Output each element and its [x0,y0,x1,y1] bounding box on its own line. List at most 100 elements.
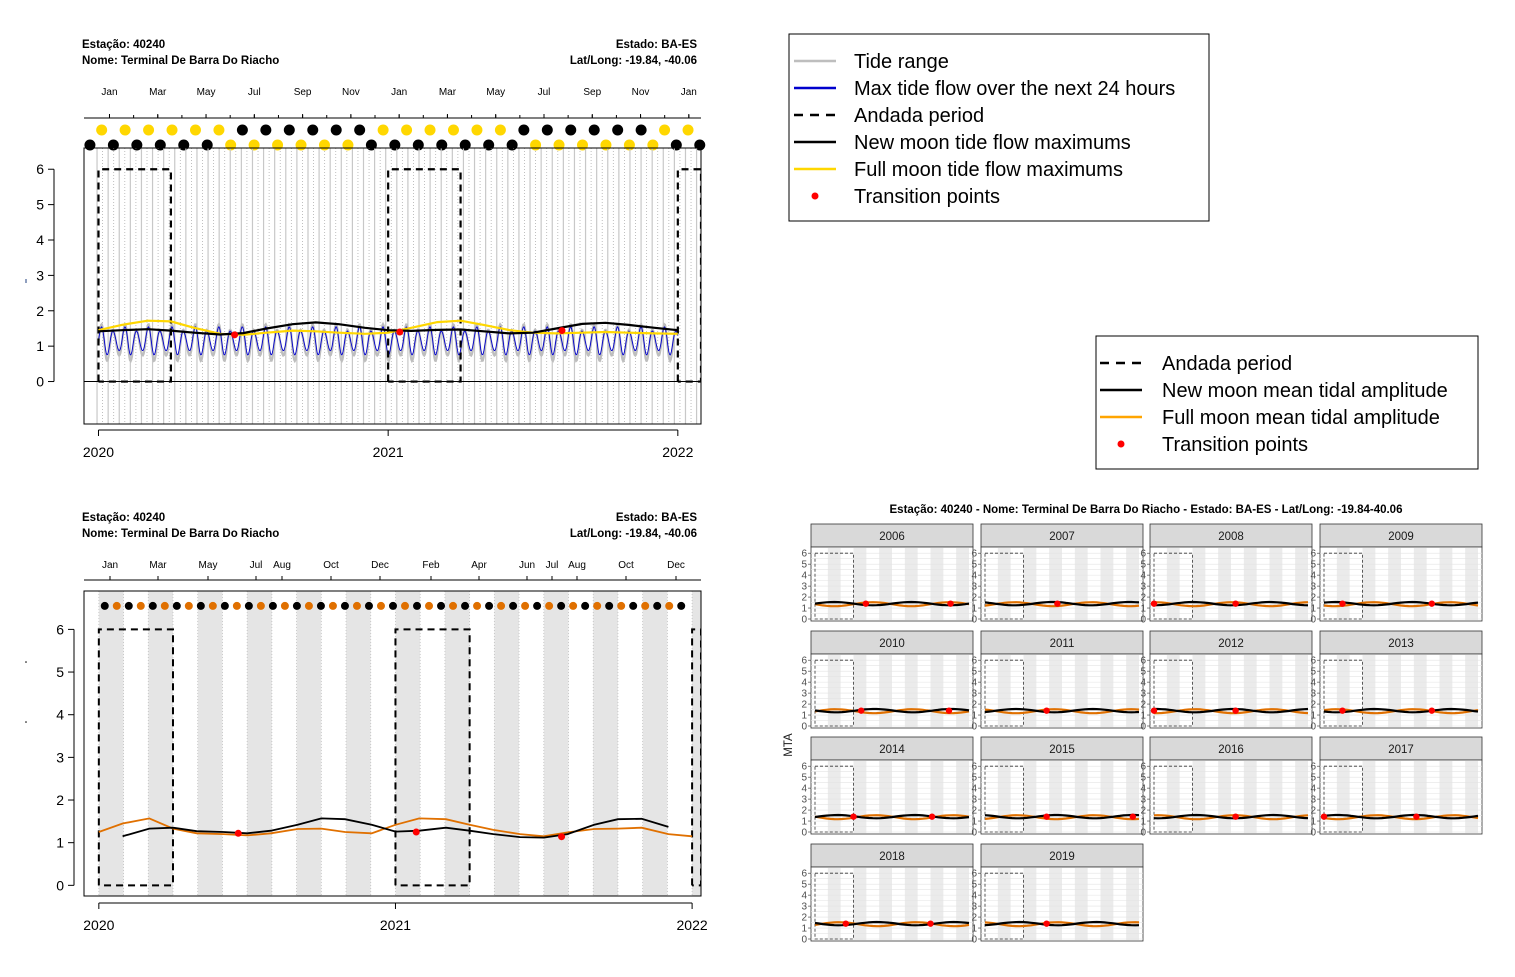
facet-month-band [1388,761,1401,833]
p2-month-label: Jan [102,560,118,571]
facet-transition-point [842,920,849,927]
facet-y-tick-label: 1 [801,924,807,935]
facet-y-tick-label: 3 [801,582,807,593]
panel-facet-grid: Estação: 40240 - Nome: Terminal De Barra… [783,504,1483,946]
facet-y-tick-label: 1 [971,924,977,935]
p2-moon-phase-dot [316,601,325,610]
facet-transition-point [858,707,865,714]
p2-new-moon-line [122,817,669,839]
facet-y-tick-label: 2 [971,593,977,604]
p2-moon-phase-dot [629,601,638,610]
p2-moon-phase-dot [653,601,662,610]
facet-andada-box [1153,659,1193,727]
p2-moon-phase-dot [485,601,494,610]
facet-strip-label: 2010 [879,638,905,650]
facet-y-tick-label: 3 [1310,795,1316,806]
facet-transition-point [947,600,954,607]
facet-y-tick-label: 0 [1310,722,1316,733]
p2-transition-point [558,833,566,841]
facet-y-tick-label: 2 [971,913,977,924]
facet-y-tick-label: 3 [1310,582,1316,593]
p1-month-label: Sep [294,87,312,98]
p2-moon-phase-dot [569,601,578,610]
facet-strip-label: 2015 [1049,744,1075,756]
facet-andada-box [814,659,854,727]
p1-moon-phase-dot [166,124,178,136]
panel-bottom-left: Estação: 40240 Nome: Terminal De Barra D… [56,512,708,933]
p2-month-axis: Jan Mar May Jul Aug Oct Dec Feb Apr Jun Jul Aug Oct D… [102,560,685,580]
facet-andada-box [984,872,1024,940]
p2-moon-phase-dot [280,601,289,610]
facet-y-tick-label: 3 [1140,795,1146,806]
p1-andada-box [387,168,462,383]
facet-new-moon-line [984,707,1140,714]
facet-andada-box [984,765,1024,833]
facet-y-tick-label: 4 [971,678,977,689]
p1-month-label: Jan [391,87,407,98]
p2-month-band [593,591,618,896]
p1-full-moon-line [98,319,678,336]
facet-y-tick-label: 4 [1310,571,1316,582]
facet-y-tick-label: 6 [1140,656,1146,667]
p2-moon-phase-dot [376,601,385,610]
p1-moon-phase-dot [424,124,436,136]
p2-moon-phase-dot [160,601,169,610]
facet-y-tick-label: 2 [1310,806,1316,817]
legend-top: Tide range Max tide flow over the next 24… [788,33,1210,222]
facet-y-tick-label: 6 [1140,762,1146,773]
p2-moon-phase-dot [593,601,602,610]
facet-andada-box [814,765,854,833]
p1-transition-point [558,327,566,335]
p1-y-tick-label: 0 [36,374,44,390]
facet-y-tick-label: 2 [1140,806,1146,817]
facet-transition-point [1232,813,1239,820]
facet-full-moon-line [1153,601,1309,608]
p2-month-label: Apr [471,560,487,571]
facet-y-tick-label: 2 [801,593,807,604]
facet-transition-point [1043,707,1050,714]
p1-y-tick-label: 5 [36,197,44,213]
facet-new-moon-line [1153,813,1309,820]
p2-moon-phase-dot [364,601,373,610]
legend-top-box [788,33,1210,222]
p2-month-label: Mar [149,560,167,571]
p1-plot-frame [83,147,702,425]
p2-moon-phase-dot [100,601,109,610]
legend-bottom: Andada period New moon mean tidal amplitu… [1095,335,1479,470]
facet-y-tick-label: 6 [801,549,807,560]
legend-bottom-label: Transition points [1162,434,1308,456]
p2-station: Estação: 40240 [82,512,165,524]
p1-month-label: Jul [248,87,261,98]
facet-strip-label: 2016 [1218,744,1244,756]
facet-y-label: MTA [783,733,795,757]
facet-y-tick-label: 1 [971,817,977,828]
facet-y-tick-label: 3 [801,689,807,700]
facet-transition-point [1043,920,1050,927]
p2-moon-phase-dot [124,601,133,610]
facet-strip-label: 2009 [1388,531,1414,543]
facet-y-tick-label: 1 [971,711,977,722]
facet-y-tick-label: 3 [1140,689,1146,700]
legend-bottom-box [1095,335,1479,470]
facet-full-moon-line [984,921,1140,928]
p2-moon-phase-dot [521,601,530,610]
facet-transition-point [1129,813,1137,820]
facet-strip-label: 2017 [1388,744,1414,756]
p1-moon-phase-dot [143,124,155,136]
legend-top-label: Andada period [854,105,984,127]
p1-axes: 0 1 2 3 4 5 6 2020 2021 2022 [36,161,693,460]
p2-moon-phase-dot [136,601,145,610]
p2-moon-phase-dot [509,601,518,610]
facet-y-tick-label: 4 [1310,784,1316,795]
p1-moon-phase-dot [447,124,459,136]
facet-transition-point [1054,600,1061,607]
stray-mark-3 [25,721,27,723]
facet-y-tick-label: 6 [1310,762,1316,773]
p2-name: Nome: Terminal De Barra Do Riacho [82,528,279,540]
facet-strip-label: 2006 [879,531,905,543]
